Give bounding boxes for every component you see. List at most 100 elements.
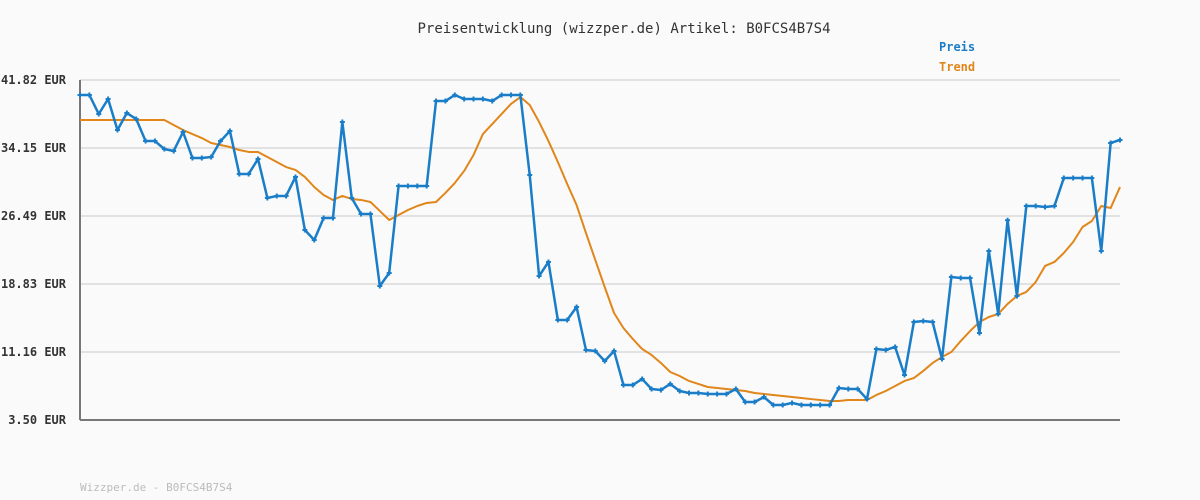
data-point — [1023, 203, 1029, 209]
footer-text: Wizzper.de - B0FCS4B7S4 — [80, 481, 233, 494]
legend-preis: Preis — [939, 40, 975, 54]
data-point — [976, 330, 982, 336]
data-point — [77, 92, 83, 98]
data-point — [695, 390, 701, 396]
series-line-preis — [80, 93, 1121, 407]
data-point — [236, 171, 242, 177]
data-point — [686, 390, 692, 396]
data-point — [227, 128, 233, 134]
data-point — [189, 155, 195, 161]
data-point — [958, 275, 964, 281]
data-point — [798, 402, 804, 408]
data-point — [649, 386, 655, 392]
data-point — [1098, 248, 1104, 254]
data-point — [283, 193, 289, 199]
y-tick-label: 41.82 EUR — [1, 73, 67, 87]
data-point — [995, 311, 1001, 317]
data-point — [1005, 217, 1011, 223]
data-point — [442, 98, 448, 104]
data-point — [780, 402, 786, 408]
data-point — [583, 347, 589, 353]
y-tick-label: 26.49 EUR — [1, 209, 67, 223]
data-point — [836, 385, 842, 391]
data-point — [742, 399, 748, 405]
data-point — [471, 96, 477, 102]
data-point — [892, 344, 898, 350]
data-point — [620, 382, 626, 388]
data-point — [292, 174, 298, 180]
data-point — [536, 273, 542, 279]
data-point — [677, 388, 683, 394]
data-point — [733, 386, 739, 392]
data-point — [930, 319, 936, 325]
data-point — [358, 211, 364, 217]
data-point — [339, 119, 345, 125]
data-point — [302, 227, 308, 233]
data-point — [1070, 175, 1076, 181]
data-point — [246, 171, 252, 177]
data-point — [1117, 137, 1123, 143]
data-point — [414, 183, 420, 189]
data-point — [330, 215, 336, 221]
data-point — [1042, 204, 1048, 210]
data-point — [489, 98, 495, 104]
data-point — [517, 92, 523, 98]
series-line-trend — [80, 96, 1121, 403]
data-point — [723, 391, 729, 397]
data-point — [574, 304, 580, 310]
data-point — [114, 127, 120, 133]
data-point — [1080, 175, 1086, 181]
data-point — [920, 318, 926, 324]
data-point — [405, 183, 411, 189]
legend-trend: Trend — [939, 60, 975, 74]
y-tick-label: 3.50 EUR — [8, 413, 67, 427]
data-point — [827, 402, 833, 408]
data-point — [883, 347, 889, 353]
data-point — [461, 96, 467, 102]
data-point — [386, 270, 392, 276]
data-point — [611, 348, 617, 354]
y-tick-label: 18.83 EUR — [1, 277, 67, 291]
data-point — [602, 358, 608, 364]
data-point — [705, 391, 711, 397]
data-point — [508, 92, 514, 98]
data-point — [499, 92, 505, 98]
data-point — [986, 248, 992, 254]
chart-title: Preisentwicklung (wizzper.de) Artikel: B… — [417, 21, 830, 37]
data-point — [911, 319, 917, 325]
data-point — [377, 283, 383, 289]
data-point — [133, 116, 139, 122]
data-point — [321, 215, 327, 221]
data-point — [630, 382, 636, 388]
data-point — [527, 172, 533, 178]
data-point — [152, 138, 158, 144]
data-point — [424, 183, 430, 189]
y-axis-ticks: 3.50 EUR 11.16 EUR 18.83 EUR 26.49 EUR 34.15… — [1, 73, 67, 427]
series-group — [77, 92, 1123, 408]
y-tick-label: 11.16 EUR — [1, 345, 67, 359]
data-point — [1089, 175, 1095, 181]
data-point — [433, 98, 439, 104]
data-point — [545, 259, 551, 265]
data-point — [564, 317, 570, 323]
data-point — [124, 110, 130, 116]
data-point — [161, 146, 167, 152]
data-point — [480, 96, 486, 102]
data-point — [311, 237, 317, 243]
data-point — [96, 111, 102, 117]
data-point — [1014, 293, 1020, 299]
data-point — [864, 396, 870, 402]
data-point — [752, 399, 758, 405]
data-point — [1033, 203, 1039, 209]
data-point — [948, 274, 954, 280]
data-point — [714, 391, 720, 397]
data-point — [367, 211, 373, 217]
data-point — [452, 92, 458, 98]
data-point — [180, 129, 186, 135]
data-point — [274, 193, 280, 199]
data-point — [667, 381, 673, 387]
data-point — [199, 155, 205, 161]
data-point — [171, 148, 177, 154]
data-point — [789, 400, 795, 406]
